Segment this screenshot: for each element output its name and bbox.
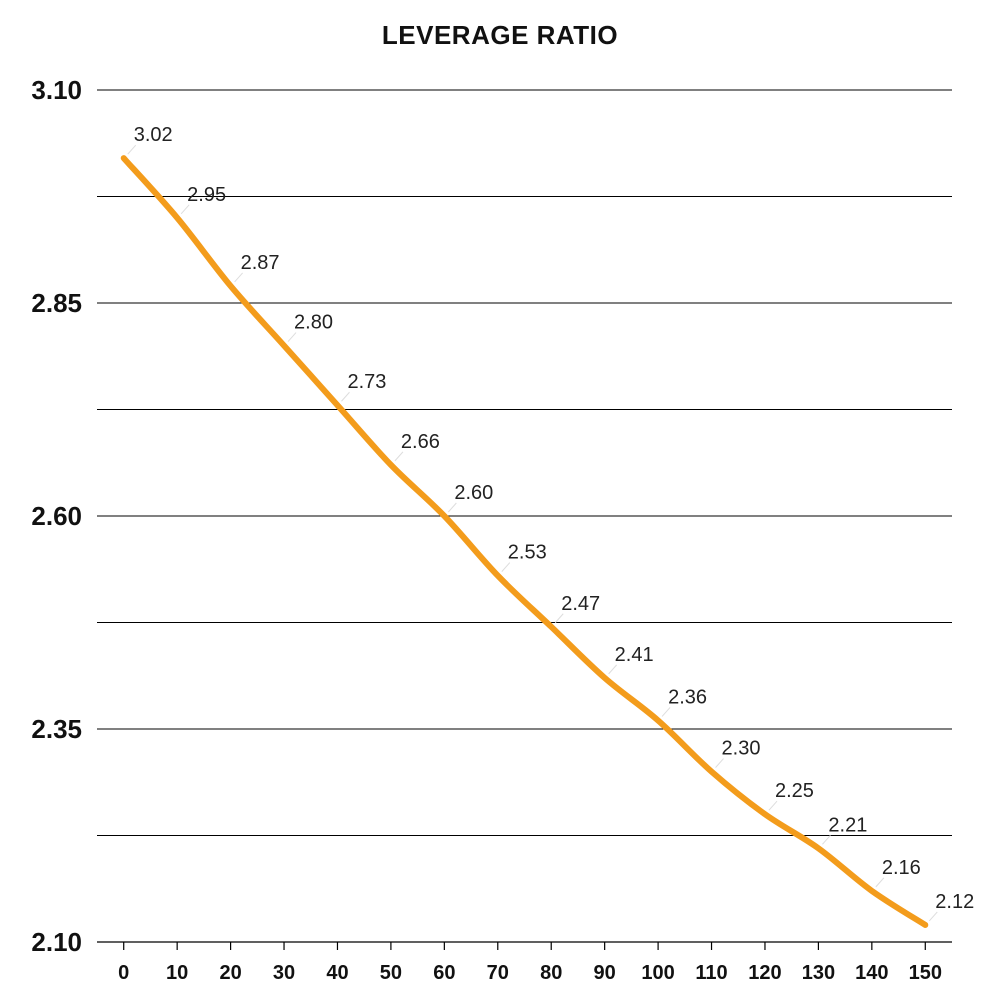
- x-tick-label: 50: [380, 962, 402, 984]
- x-tick-label: 0: [118, 962, 129, 984]
- data-label: 2.12: [935, 891, 974, 913]
- data-label-leader: [822, 834, 831, 845]
- y-tick-label: 2.85: [31, 288, 82, 318]
- data-label: 2.53: [508, 542, 547, 564]
- x-tick-label: 140: [855, 962, 888, 984]
- chart-title: LEVERAGE RATIO: [381, 20, 619, 50]
- x-tick-label: 60: [433, 962, 455, 984]
- data-label-leader: [394, 451, 404, 462]
- y-tick-label: 2.10: [31, 927, 82, 957]
- data-label-leader: [501, 562, 511, 572]
- data-label-leader: [287, 332, 297, 342]
- data-label-leader: [661, 707, 671, 717]
- x-tick-label: 110: [695, 962, 727, 984]
- data-label: 2.30: [722, 738, 761, 760]
- data-label-leader: [928, 911, 938, 922]
- data-label: 2.87: [241, 252, 280, 274]
- data-labels: 3.02 2.95 2.87 2.80 2.73 2.66 2.60 2.53 2.47 2.41…: [127, 124, 974, 922]
- data-label: 2.47: [561, 593, 600, 615]
- x-tick-label: 10: [166, 962, 188, 984]
- data-label-leader: [234, 272, 243, 283]
- x-tick-label: 70: [487, 962, 509, 984]
- data-label: 2.60: [454, 482, 493, 504]
- x-tick-label: 20: [219, 962, 241, 984]
- x-tick-label: 40: [326, 962, 348, 984]
- x-tick-label: 90: [594, 962, 616, 984]
- data-label-leader: [127, 144, 137, 155]
- y-tick-label: 2.60: [31, 501, 82, 531]
- x-tick-label: 120: [748, 962, 781, 984]
- x-axis-ticks: 0 10 20 30 40 50 60 70 80 90 100 110 120 130 140 150: [118, 942, 942, 984]
- data-label-leader: [447, 502, 457, 513]
- grid-lines: [97, 89, 952, 836]
- data-label-leader: [715, 758, 724, 768]
- data-label: 2.73: [347, 371, 386, 393]
- x-tick-label: 30: [273, 962, 295, 984]
- data-label: 2.80: [294, 312, 333, 334]
- y-tick-label: 2.35: [31, 714, 82, 744]
- data-label: 2.16: [882, 857, 921, 879]
- data-label-leader: [341, 391, 350, 402]
- data-label-leader: [554, 613, 564, 624]
- data-label-leader: [608, 664, 618, 675]
- x-tick-label: 150: [909, 962, 942, 984]
- data-label-leader: [180, 204, 190, 215]
- data-label: 2.21: [828, 814, 867, 836]
- x-tick-label: 100: [641, 962, 674, 984]
- data-label: 2.66: [401, 431, 440, 453]
- series-line-group: [120, 155, 929, 928]
- series-line: [120, 155, 929, 928]
- y-tick-label: 3.10: [31, 75, 82, 105]
- y-axis-ticks: 2.10 2.35 2.60 2.85 3.10: [31, 75, 82, 957]
- data-label-leader: [875, 877, 885, 888]
- data-label: 3.02: [134, 124, 173, 146]
- data-label-leader: [768, 800, 778, 811]
- x-tick-label: 130: [802, 962, 835, 984]
- data-label: 2.25: [775, 780, 814, 802]
- x-tick-label: 80: [540, 962, 562, 984]
- data-label: 2.36: [668, 686, 707, 708]
- data-label: 2.95: [187, 184, 226, 206]
- data-label: 2.41: [615, 644, 654, 666]
